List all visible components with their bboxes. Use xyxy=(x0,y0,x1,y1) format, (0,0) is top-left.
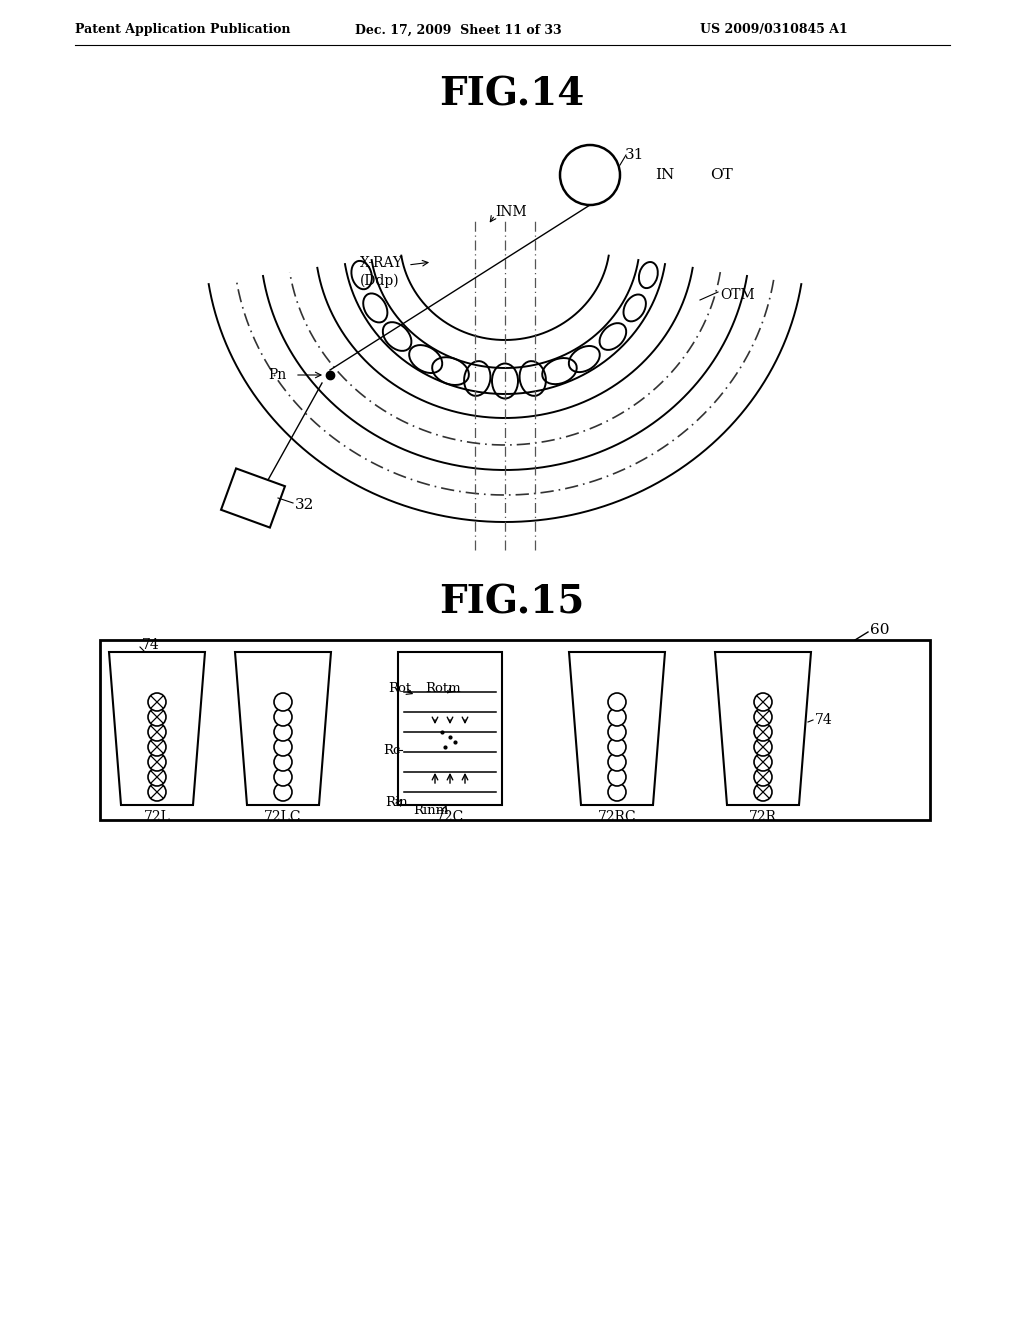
Circle shape xyxy=(754,752,772,771)
Text: Patent Application Publication: Patent Application Publication xyxy=(75,24,291,37)
Circle shape xyxy=(608,693,626,711)
Text: 60: 60 xyxy=(870,623,890,638)
Circle shape xyxy=(754,723,772,741)
Circle shape xyxy=(148,783,166,801)
Text: 31: 31 xyxy=(625,148,644,162)
Circle shape xyxy=(274,693,292,711)
Text: 72LC: 72LC xyxy=(264,810,302,824)
Bar xyxy=(100,640,930,820)
Circle shape xyxy=(274,723,292,741)
Polygon shape xyxy=(109,652,205,805)
Text: OTM: OTM xyxy=(720,288,755,302)
Circle shape xyxy=(608,783,626,801)
Text: 72R: 72R xyxy=(749,810,777,824)
Circle shape xyxy=(148,708,166,726)
Text: FIG.14: FIG.14 xyxy=(439,77,585,114)
Text: US 2009/0310845 A1: US 2009/0310845 A1 xyxy=(700,24,848,37)
Text: IN: IN xyxy=(655,168,674,182)
Text: FIG.15: FIG.15 xyxy=(439,583,585,620)
Circle shape xyxy=(754,708,772,726)
Text: OT: OT xyxy=(710,168,733,182)
Circle shape xyxy=(608,752,626,771)
Circle shape xyxy=(754,693,772,711)
Text: Rot: Rot xyxy=(388,681,411,694)
Text: 74: 74 xyxy=(142,638,160,652)
Text: Dec. 17, 2009  Sheet 11 of 33: Dec. 17, 2009 Sheet 11 of 33 xyxy=(355,24,561,37)
Circle shape xyxy=(754,768,772,785)
Text: 72L: 72L xyxy=(143,810,170,824)
Text: 72C: 72C xyxy=(436,810,464,824)
Polygon shape xyxy=(569,652,665,805)
Text: 74: 74 xyxy=(815,713,833,727)
Polygon shape xyxy=(398,652,502,805)
Circle shape xyxy=(274,752,292,771)
Text: Rin: Rin xyxy=(385,796,408,809)
Circle shape xyxy=(754,783,772,801)
Text: 72RC: 72RC xyxy=(598,810,636,824)
Circle shape xyxy=(148,693,166,711)
Circle shape xyxy=(608,708,626,726)
Circle shape xyxy=(274,783,292,801)
Circle shape xyxy=(148,738,166,756)
Circle shape xyxy=(148,723,166,741)
Circle shape xyxy=(148,752,166,771)
Circle shape xyxy=(608,723,626,741)
Circle shape xyxy=(274,768,292,785)
Circle shape xyxy=(754,738,772,756)
Text: Rc: Rc xyxy=(383,743,400,756)
Text: X-RAY
(Ddp): X-RAY (Ddp) xyxy=(360,256,403,289)
Polygon shape xyxy=(234,652,331,805)
Text: Rotm: Rotm xyxy=(425,681,461,694)
Text: Rinm: Rinm xyxy=(413,804,449,817)
Circle shape xyxy=(274,738,292,756)
Text: 32: 32 xyxy=(295,498,314,512)
Circle shape xyxy=(608,738,626,756)
Circle shape xyxy=(274,708,292,726)
Text: Pn: Pn xyxy=(268,368,287,381)
Polygon shape xyxy=(715,652,811,805)
Circle shape xyxy=(608,768,626,785)
Text: INM: INM xyxy=(495,205,526,219)
Circle shape xyxy=(148,768,166,785)
